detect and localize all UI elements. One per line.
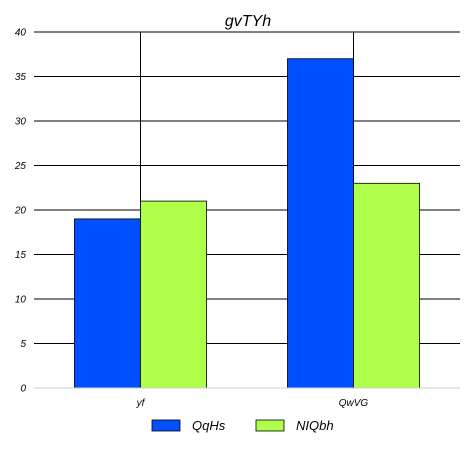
legend-swatch-QqHs: [151, 419, 181, 432]
y-tick-label: 40: [15, 28, 27, 39]
legend-label: NIQbh: [296, 418, 334, 433]
legend-label: QqHs: [192, 418, 226, 433]
bar-QqHs-QwVG: [287, 58, 354, 389]
y-tick-label: 20: [14, 206, 27, 217]
y-tick-label: 15: [15, 250, 27, 261]
legend-swatch-NIQbh: [255, 419, 285, 432]
bar-QqHs-yf: [74, 218, 141, 389]
y-tick-label: 25: [14, 161, 27, 172]
y-tick-label: 0: [20, 384, 26, 395]
bars: [74, 58, 420, 389]
bar-NIQbh-QwVG: [353, 182, 420, 389]
x-tick-label: QwVG: [339, 398, 369, 409]
y-tick-label: 10: [15, 295, 27, 306]
y-tick-labels: 0 5 10 15 20 25 30 35 40: [14, 28, 27, 395]
y-tick-label: 5: [20, 339, 26, 350]
legend: QqHs NIQbh: [151, 418, 334, 433]
bar-NIQbh-yf: [140, 200, 207, 389]
x-tick-labels: yf QwVG: [136, 398, 369, 409]
chart-title: gvTYh: [225, 13, 271, 30]
y-tick-label: 35: [15, 72, 27, 83]
x-tick-label: yf: [136, 398, 146, 409]
y-tick-label: 30: [15, 117, 27, 128]
